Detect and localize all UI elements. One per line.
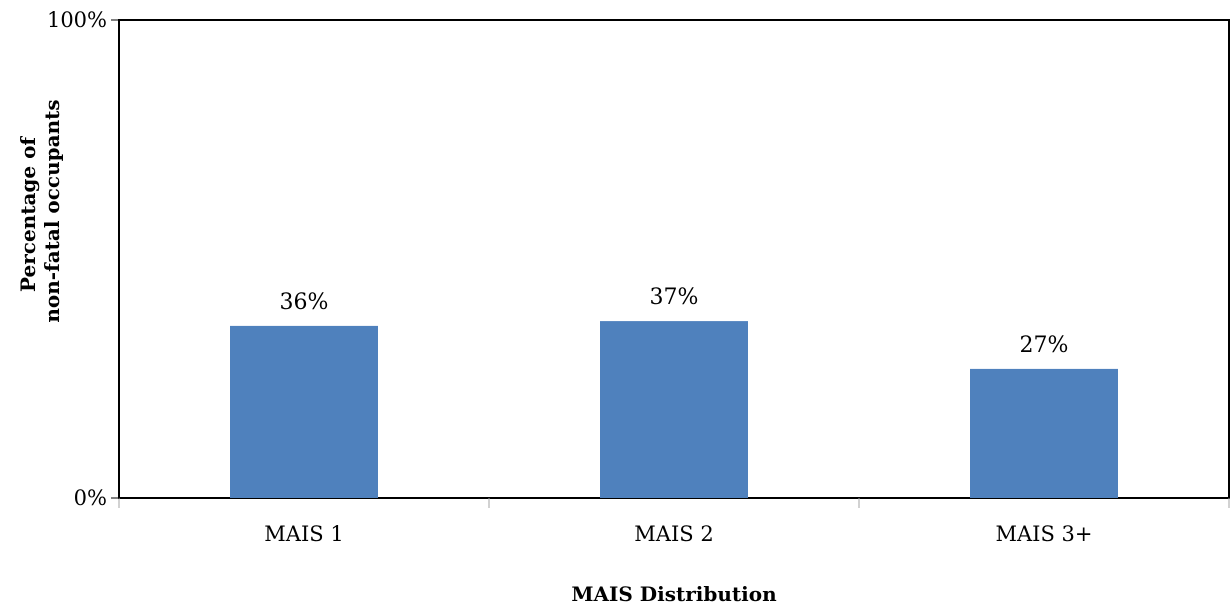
data-label-1: 36%: [280, 290, 329, 315]
x-tick-label-3: MAIS 3+: [996, 522, 1093, 546]
data-label-2: 37%: [650, 285, 699, 310]
x-axis: MAIS 1 MAIS 2 MAIS 3+: [118, 498, 1230, 546]
x-tick-label-2: MAIS 2: [634, 522, 713, 546]
y-axis: 0% 100%: [47, 8, 119, 510]
x-axis-title: MAIS Distribution: [571, 582, 777, 606]
bar-1: [230, 325, 378, 498]
y-tick-label-2: 100%: [47, 8, 107, 32]
data-labels: 36% 37% 27%: [280, 285, 1069, 358]
y-axis-title: Percentage of non-fatal occupants: [16, 99, 64, 322]
bar-3: [970, 368, 1118, 498]
y-axis-title-line-1: Percentage of: [16, 136, 40, 292]
data-label-3: 27%: [1020, 333, 1069, 358]
x-tick-label-1: MAIS 1: [264, 522, 343, 546]
bars: [230, 321, 1118, 498]
bar-2: [600, 321, 748, 498]
y-tick-label-1: 0%: [74, 486, 107, 510]
y-axis-title-line-2: non-fatal occupants: [40, 99, 64, 322]
